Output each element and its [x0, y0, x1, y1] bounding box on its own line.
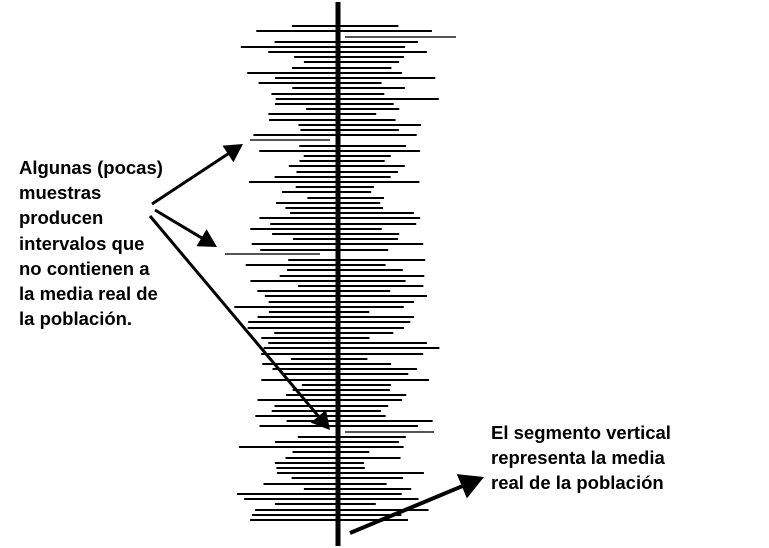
arrow-icon	[349, 484, 463, 535]
label-line: intervalos que	[19, 232, 145, 254]
label-line: muestras	[19, 182, 102, 204]
label-line: El segmento vertical	[491, 422, 671, 443]
arrow-icon	[196, 229, 217, 247]
arrow-icon	[148, 215, 320, 418]
arrow-icon	[151, 152, 229, 206]
label-line: Algunas (pocas)	[19, 157, 163, 178]
arrow-icon	[154, 208, 203, 240]
label-line: la media real de	[19, 283, 158, 305]
label-line: la población.	[19, 308, 133, 330]
missed-intervals-label: Algunas (pocas) muestras producen interv…	[19, 155, 163, 331]
arrow-icon	[456, 474, 484, 499]
label-line: representa la media	[491, 447, 665, 469]
label-line: no contienen a	[19, 257, 150, 279]
annotation-arrows	[148, 144, 484, 535]
arrow-icon	[222, 144, 243, 163]
true-mean-label: El segmento vertical representa la media…	[491, 420, 671, 496]
label-line: real de la población	[491, 472, 664, 494]
label-line: producen	[19, 207, 104, 229]
arrow-icon	[310, 409, 330, 430]
